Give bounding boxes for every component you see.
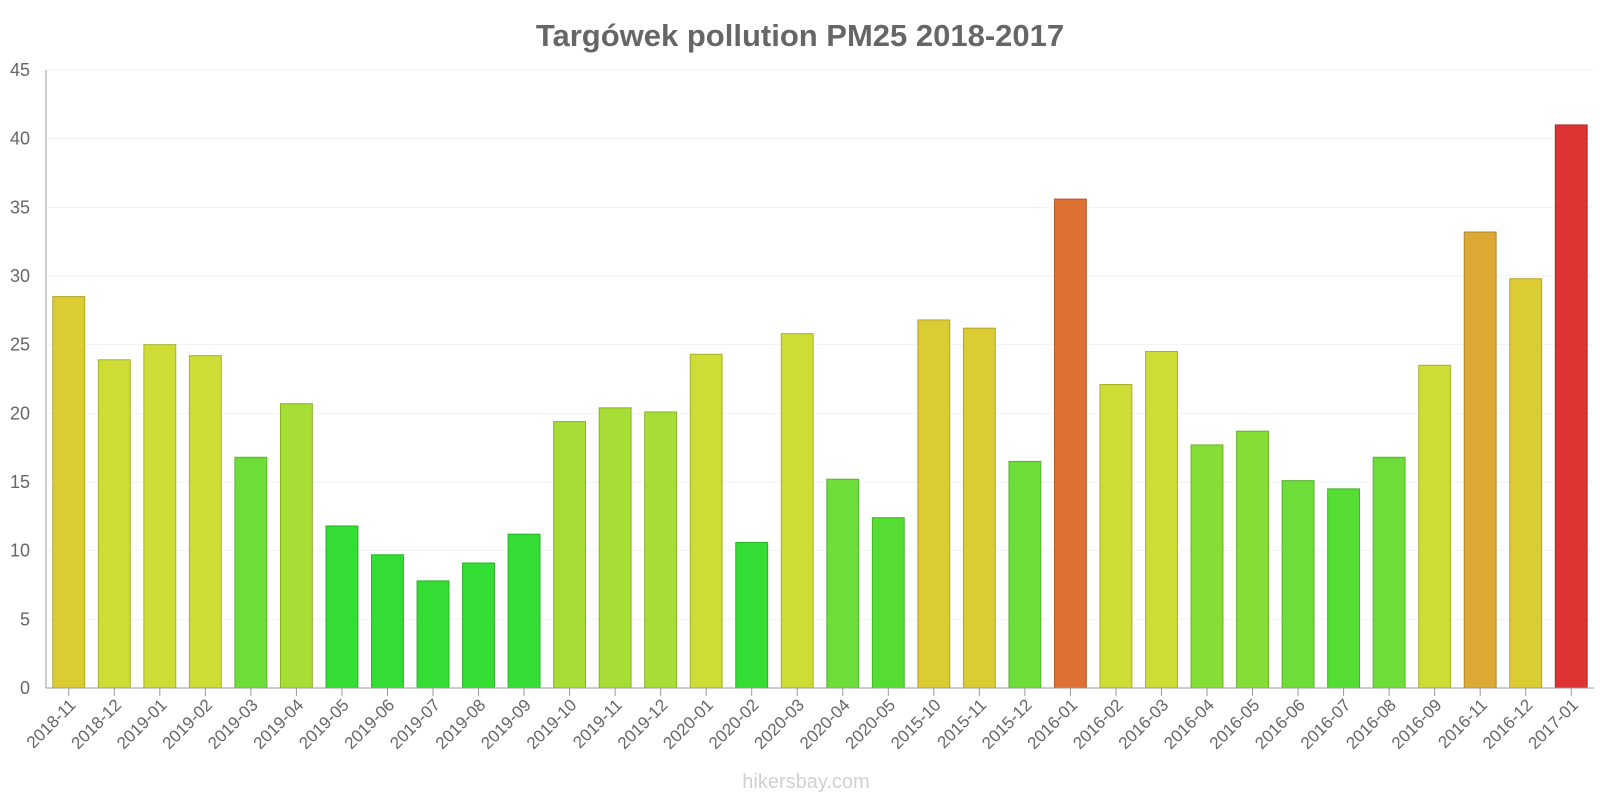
watermark: hikersbay.com	[742, 771, 869, 793]
x-tick-label: 2020-02	[705, 695, 763, 753]
bar-2020-03[interactable]	[780, 333, 814, 689]
bar-2019-09[interactable]	[507, 533, 541, 689]
x-tick-label: 2019-06	[341, 695, 399, 753]
bar-2019-07[interactable]	[416, 580, 450, 689]
bar-2019-01[interactable]	[143, 344, 177, 689]
bar-2019-11[interactable]	[598, 407, 632, 689]
bar-2019-12[interactable]	[644, 411, 678, 689]
x-tick-label: 2018-12	[68, 695, 126, 753]
x-tick-label: 2019-02	[159, 695, 217, 753]
x-tick-label: 2020-01	[659, 695, 717, 753]
bar-2016-07[interactable]	[1327, 488, 1361, 689]
bar-2017-01[interactable]	[1554, 124, 1588, 689]
bar-2016-12[interactable]	[1509, 278, 1543, 689]
x-tick-label: 2020-05	[842, 695, 900, 753]
bar-2015-11[interactable]	[962, 327, 996, 689]
y-tick-label: 0	[20, 678, 30, 698]
bar-2016-01[interactable]	[1053, 198, 1087, 689]
y-tick-label: 35	[10, 197, 30, 217]
x-tick-label: 2019-12	[614, 695, 672, 753]
y-tick-label: 15	[10, 472, 30, 492]
bar-2016-06[interactable]	[1281, 480, 1315, 689]
bar-2016-02[interactable]	[1099, 383, 1133, 689]
bar-2019-08[interactable]	[462, 562, 495, 689]
bar-2019-03[interactable]	[234, 456, 268, 689]
y-tick-label: 5	[20, 609, 30, 629]
bar-2019-05[interactable]	[325, 525, 359, 689]
bar-2020-04[interactable]	[826, 478, 860, 689]
bar-2016-03[interactable]	[1145, 351, 1178, 689]
bar-2016-04[interactable]	[1190, 444, 1224, 689]
x-tick-label: 2016-05	[1206, 695, 1264, 753]
bar-2016-09[interactable]	[1418, 364, 1452, 689]
x-tick-label: 2016-07	[1297, 695, 1355, 753]
x-tick-label: 2016-04	[1160, 695, 1218, 753]
x-axis-ticks: 2018-112018-122019-012019-022019-032019-…	[23, 688, 1582, 753]
x-tick-label: 2016-12	[1479, 695, 1537, 753]
bars	[52, 124, 1588, 689]
y-tick-label: 30	[10, 266, 30, 286]
y-tick-label: 45	[10, 60, 30, 80]
x-tick-label: 2015-12	[978, 695, 1036, 753]
x-tick-label: 2017-01	[1525, 695, 1583, 753]
x-tick-label: 2016-09	[1388, 695, 1446, 753]
bar-2016-08[interactable]	[1372, 456, 1406, 689]
y-tick-label: 40	[10, 129, 30, 149]
x-tick-label: 2019-03	[204, 695, 262, 753]
x-tick-label: 2016-02	[1069, 695, 1127, 753]
bar-2019-02[interactable]	[188, 355, 222, 689]
bar-2019-10[interactable]	[553, 421, 587, 689]
x-tick-label: 2016-08	[1342, 695, 1400, 753]
bar-2018-12[interactable]	[97, 359, 131, 689]
x-tick-label: 2019-01	[113, 695, 171, 753]
bar-2015-10[interactable]	[917, 319, 951, 689]
bar-2016-05[interactable]	[1236, 430, 1269, 689]
bar-2018-11[interactable]	[52, 296, 86, 689]
y-tick-label: 25	[10, 335, 30, 355]
x-tick-label: 2016-06	[1251, 695, 1309, 753]
bar-2015-12[interactable]	[1008, 460, 1042, 689]
x-tick-label: 2019-09	[477, 695, 535, 753]
x-tick-label: 2015-10	[887, 695, 945, 753]
y-axis-ticks: 0 5 10 15 20 25 30 35 40 45	[10, 60, 30, 698]
bar-2019-06[interactable]	[371, 554, 404, 689]
y-tick-label: 20	[10, 403, 30, 423]
x-tick-label: 2019-04	[250, 695, 308, 753]
x-tick-label: 2020-04	[796, 695, 854, 753]
x-tick-label: 2019-10	[523, 695, 581, 753]
x-tick-label: 2016-01	[1024, 695, 1082, 753]
bar-2019-04[interactable]	[279, 403, 313, 689]
x-tick-label: 2016-03	[1115, 695, 1173, 753]
bar-2020-05[interactable]	[871, 517, 905, 689]
grid-lines	[46, 69, 1594, 620]
x-tick-label: 2019-05	[295, 695, 353, 753]
bar-2020-02[interactable]	[735, 541, 769, 689]
chart-title: Targówek pollution PM25 2018-2017	[536, 18, 1064, 53]
x-tick-label: 2019-07	[386, 695, 444, 753]
bar-2016-11[interactable]	[1463, 231, 1497, 689]
bar-2020-01[interactable]	[689, 353, 723, 689]
x-tick-label: 2019-08	[432, 695, 490, 753]
y-tick-label: 10	[10, 541, 30, 561]
